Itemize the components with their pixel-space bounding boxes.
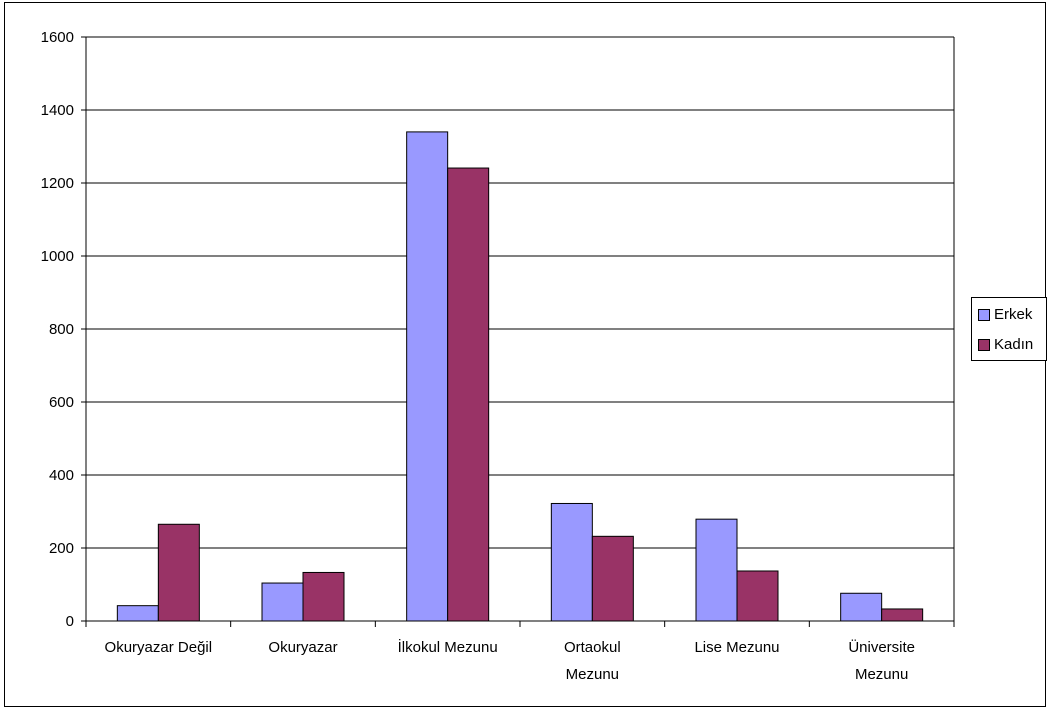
y-tick-label: 800: [49, 321, 74, 338]
bar-erkek-2: [406, 131, 449, 622]
x-tick-label: Okuryazar: [268, 639, 337, 656]
y-tick-label: 600: [49, 394, 74, 411]
x-tick-label: Ortaokul: [564, 639, 621, 656]
bar-kadın-5: [881, 608, 924, 622]
bar-erkek-0: [116, 605, 159, 622]
x-tick-label: Mezunu: [566, 666, 619, 683]
legend: Erkek Kadın: [971, 297, 1047, 361]
x-tick-label: Okuryazar Değil: [105, 639, 213, 656]
bar-kadın-1: [302, 571, 345, 622]
y-tick-label: 0: [66, 613, 74, 630]
x-tick-label: Lise Mezunu: [694, 639, 779, 656]
x-tick-label: Mezunu: [855, 666, 908, 683]
y-tick-label: 400: [49, 467, 74, 484]
bar-kadın-4: [736, 570, 779, 622]
y-tick-label: 1000: [41, 248, 74, 265]
bars: [116, 131, 924, 622]
legend-label-erkek: Erkek: [994, 306, 1033, 323]
legend-label-kadin: Kadın: [994, 336, 1034, 353]
x-tick-labels: Okuryazar Değil Okuryazar İlkokul Mezunu Or…: [105, 638, 915, 683]
legend-item-kadin: Kadın: [978, 336, 1033, 353]
x-tick-label: İlkokul Mezunu: [398, 638, 498, 656]
bar-kadın-2: [447, 167, 490, 622]
legend-swatch-erkek: [978, 308, 990, 321]
y-tick-label: 1600: [41, 29, 74, 46]
y-tick-labels: 0 200 400 600 800 1000 1200 1400 1600: [41, 29, 74, 630]
y-tick-label: 1200: [41, 175, 74, 192]
legend-item-erkek: Erkek: [978, 306, 1032, 323]
bar-erkek-5: [840, 592, 883, 622]
gridlines: [86, 36, 954, 549]
bar-erkek-4: [695, 518, 738, 622]
x-tick-label: Üniversite: [848, 638, 915, 656]
bar-erkek-1: [261, 582, 304, 622]
y-tick-label: 200: [49, 540, 74, 557]
legend-swatch-kadin: [978, 338, 990, 351]
bar-kadın-3: [591, 535, 634, 622]
bar-erkek-3: [550, 502, 593, 622]
bar-kadın-0: [157, 523, 200, 622]
axes: [81, 36, 955, 627]
y-tick-label: 1400: [41, 102, 74, 119]
